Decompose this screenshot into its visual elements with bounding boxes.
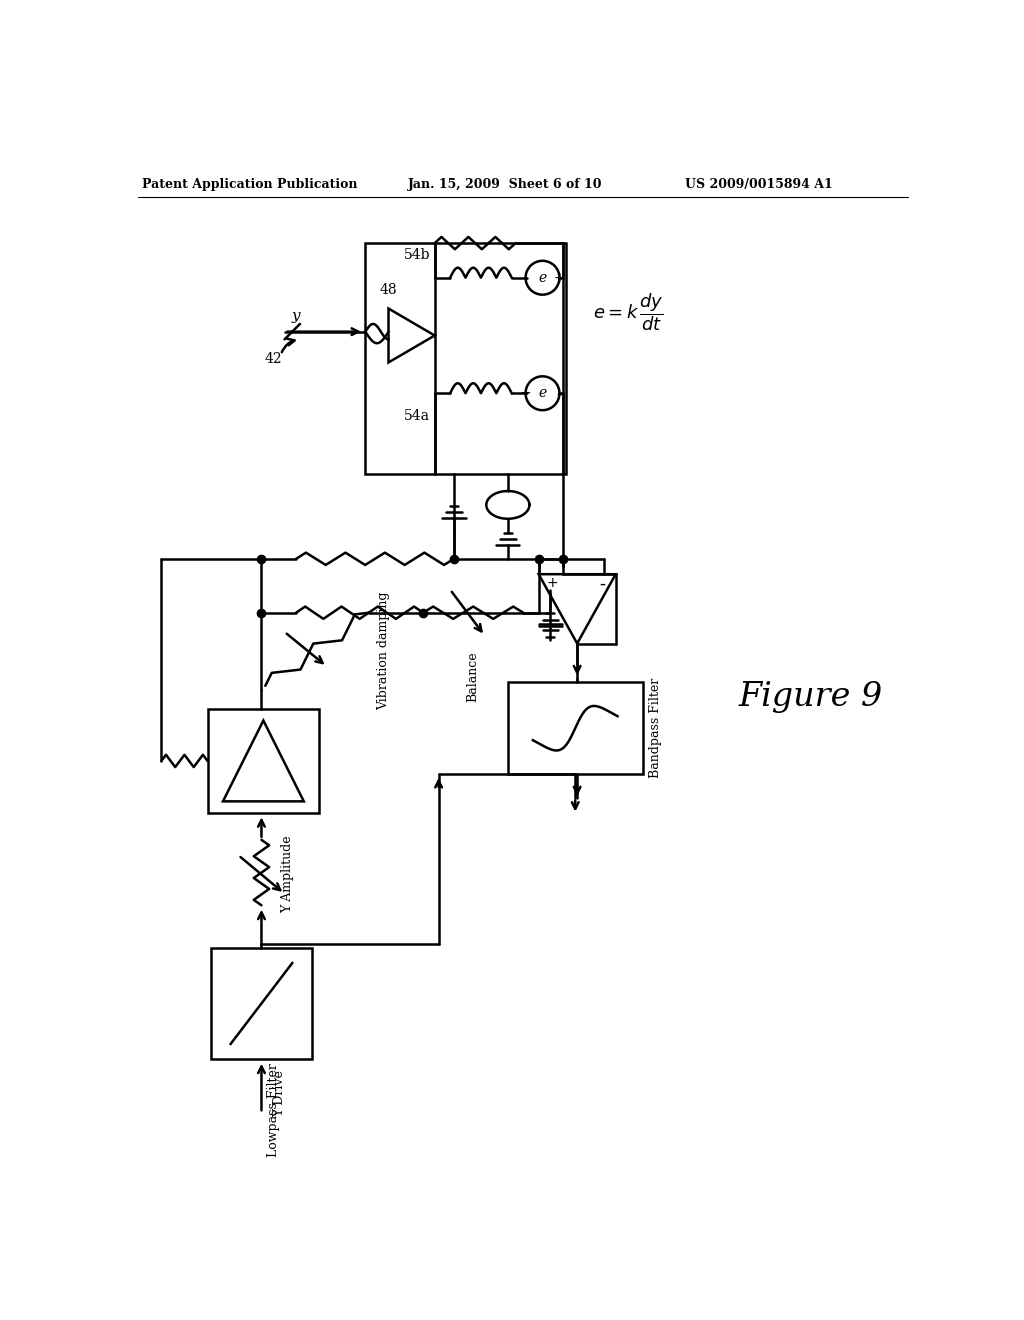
Text: y: y bbox=[292, 309, 300, 323]
Text: Balance: Balance bbox=[467, 651, 479, 702]
Text: Vibration damping: Vibration damping bbox=[377, 591, 390, 710]
Bar bbox=[508, 682, 643, 775]
Text: e: e bbox=[539, 387, 547, 400]
Text: Bandpass Filter: Bandpass Filter bbox=[649, 678, 662, 779]
Bar bbox=[208, 709, 319, 813]
Text: -: - bbox=[600, 574, 605, 593]
Text: -: - bbox=[556, 384, 562, 403]
Bar bbox=[211, 948, 311, 1059]
Text: e: e bbox=[539, 271, 547, 285]
Text: 54b: 54b bbox=[403, 248, 430, 261]
Text: 42: 42 bbox=[264, 351, 282, 366]
Text: Jan. 15, 2009  Sheet 6 of 10: Jan. 15, 2009 Sheet 6 of 10 bbox=[408, 178, 602, 190]
Text: +: + bbox=[520, 387, 531, 400]
Text: Y Amplitude: Y Amplitude bbox=[281, 836, 294, 913]
Text: Patent Application Publication: Patent Application Publication bbox=[142, 178, 357, 190]
Text: 54a: 54a bbox=[403, 409, 430, 424]
Text: +: + bbox=[547, 577, 558, 590]
Text: Figure 9: Figure 9 bbox=[739, 681, 883, 713]
Text: +: + bbox=[554, 271, 565, 285]
Text: Lowpass Filter: Lowpass Filter bbox=[266, 1063, 280, 1158]
Text: -: - bbox=[522, 269, 528, 286]
Text: 48: 48 bbox=[380, 282, 397, 297]
Bar bbox=[366, 243, 565, 474]
Text: US 2009/0015894 A1: US 2009/0015894 A1 bbox=[685, 178, 833, 190]
Text: $e = k\,\dfrac{dy}{dt}$: $e = k\,\dfrac{dy}{dt}$ bbox=[593, 292, 664, 333]
Text: Y Drive: Y Drive bbox=[273, 1071, 286, 1117]
